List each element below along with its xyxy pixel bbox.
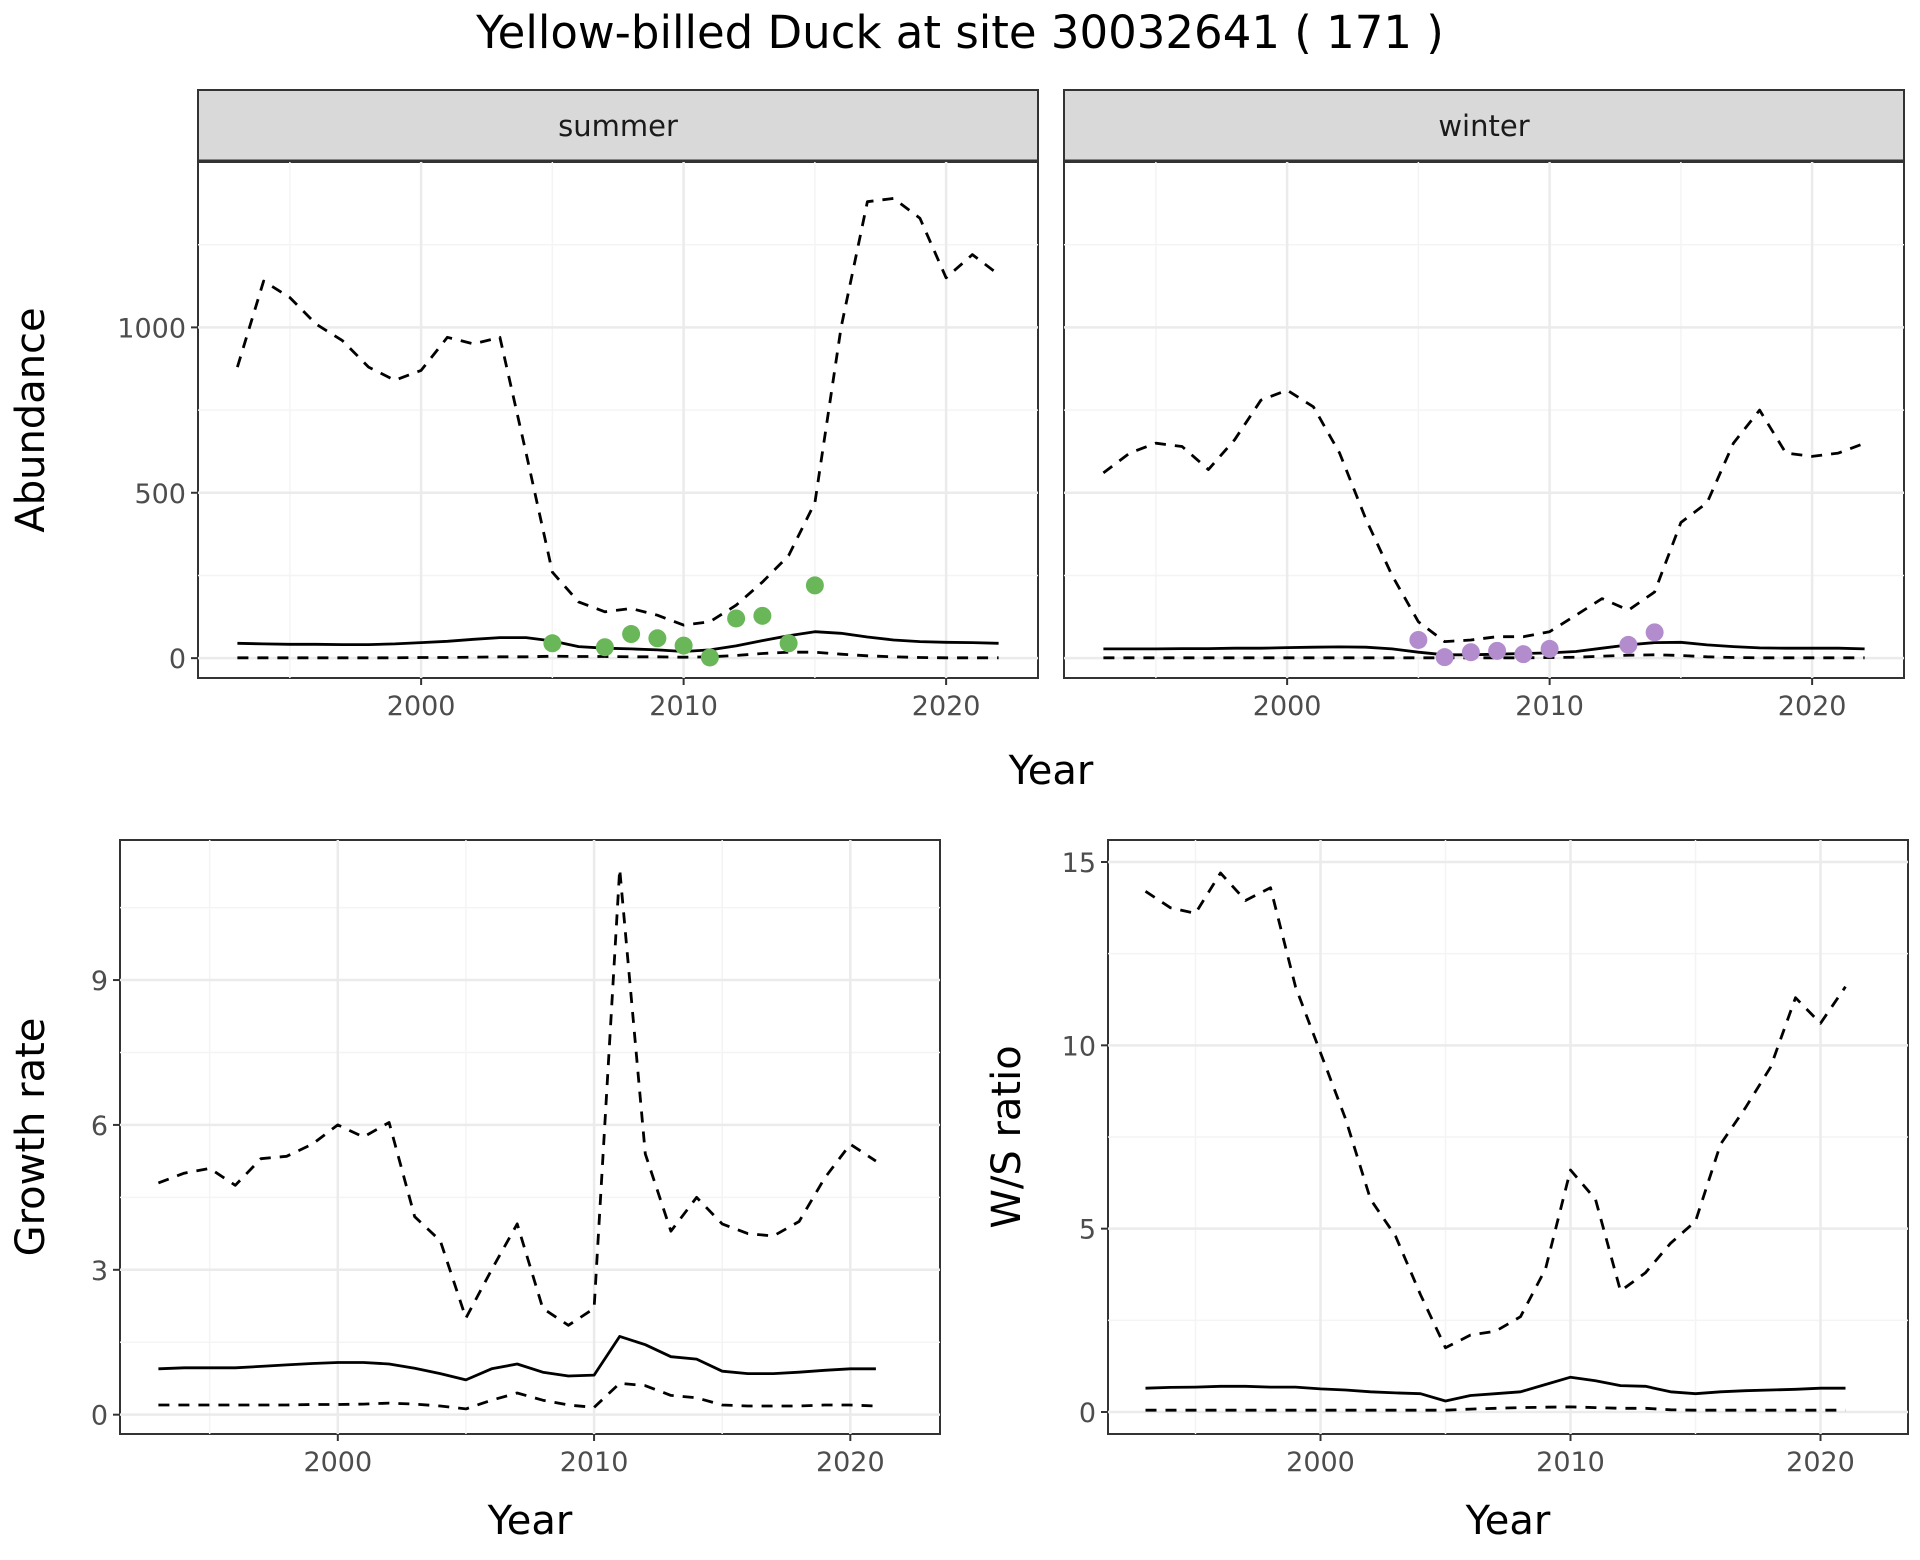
summer-observed-point <box>595 638 614 657</box>
summer-marks <box>236 196 1000 667</box>
summer-lower-bound-line <box>237 650 999 660</box>
ratio-x-ticks: 2000 2010 2020 <box>1286 1434 1855 1478</box>
growth-x-tick-label: 2000 <box>303 1447 372 1478</box>
summer-observed-point <box>727 609 746 628</box>
ratio-x-tick-label: 2000 <box>1286 1447 1355 1478</box>
growth-x-tick-label: 2020 <box>816 1447 885 1478</box>
ratio-y-tick-label: 5 <box>1079 1215 1096 1246</box>
winter-panel: winter 2000 2010 2020 <box>1063 89 1905 722</box>
winter-observed-point <box>1645 623 1664 642</box>
ratio-y-tick-label: 15 <box>1062 848 1096 879</box>
winter-observed-point <box>1461 643 1480 662</box>
summer-observed-point <box>648 629 667 648</box>
summer-y-tick-label: 500 <box>134 479 186 510</box>
winter-observed-point <box>1488 641 1507 660</box>
winter-x-tick-label: 2010 <box>1515 691 1584 722</box>
summer-strip-label: summer <box>558 109 678 143</box>
summer-plot-area <box>197 161 1039 679</box>
winter-x-tick-label: 2000 <box>1253 691 1322 722</box>
summer-observed-point <box>805 576 824 595</box>
winter-observed-point <box>1514 645 1533 664</box>
summer-observed-point <box>779 634 798 653</box>
summer-median-line <box>237 630 999 653</box>
winter-strip <box>1063 89 1905 163</box>
growth-y-ticks: 0 3 6 9 <box>91 966 120 1432</box>
winter-observed-point <box>1435 648 1454 667</box>
ratio-y-ticks: 0 5 10 15 <box>1062 848 1108 1429</box>
ratio-x-axis-label: Year <box>1465 1498 1551 1544</box>
winter-lower-bound-line <box>1103 653 1865 660</box>
figure-title: Yellow-billed Duck at site 30032641 ( 17… <box>475 6 1444 59</box>
winter-observed-point <box>1540 639 1559 658</box>
winter-plot-area <box>1063 161 1905 679</box>
winter-x-ticks: 2000 2010 2020 <box>1253 678 1847 722</box>
ratio-x-tick-label: 2010 <box>1536 1447 1605 1478</box>
ratio-y-tick-label: 0 <box>1079 1398 1096 1429</box>
growth-y-axis-label: Growth rate <box>8 1018 54 1257</box>
summer-observed-point <box>674 636 693 655</box>
summer-panel: summer 2000 2010 2020 0 500 1000 <box>117 89 1039 722</box>
winter-observed-point <box>1619 635 1638 654</box>
summer-upper-bound-line <box>236 196 1000 627</box>
summer-y-ticks: 0 500 1000 <box>117 313 198 675</box>
summer-x-tick-label: 2010 <box>649 691 718 722</box>
summer-y-tick-label: 0 <box>169 644 186 675</box>
winter-marks <box>1102 388 1866 667</box>
growth-median-line <box>158 1335 876 1382</box>
winter-strip-label: winter <box>1438 109 1529 143</box>
ratio-median-line <box>1145 1375 1846 1403</box>
ratio-marks <box>1144 871 1847 1412</box>
ratio-y-axis-label: W/S ratio <box>984 1045 1030 1228</box>
summer-strip <box>197 89 1039 163</box>
growth-y-tick-label: 3 <box>91 1256 108 1287</box>
growth-x-tick-label: 2010 <box>560 1447 629 1478</box>
growth-y-tick-label: 6 <box>91 1111 108 1142</box>
growth-y-tick-label: 9 <box>91 966 108 997</box>
ratio-grid <box>1108 840 1908 1434</box>
growth-upper-bound-line <box>157 867 877 1327</box>
summer-observed-point <box>543 634 562 653</box>
ratio-panel: 2000 2010 2020 0 5 10 15 <box>1062 839 1909 1478</box>
growth-grid <box>120 840 940 1434</box>
summer-x-tick-label: 2020 <box>912 691 981 722</box>
ratio-y-tick-label: 10 <box>1062 1031 1096 1062</box>
ratio-lower-bound-line <box>1145 1405 1846 1412</box>
growth-y-tick-label: 0 <box>91 1401 108 1432</box>
summer-x-ticks: 2000 2010 2020 <box>387 678 981 722</box>
winter-upper-bound-line <box>1102 388 1866 643</box>
growth-panel: 2000 2010 2020 0 3 6 9 <box>91 839 941 1478</box>
growth-plot-area <box>119 839 941 1435</box>
growth-x-ticks: 2000 2010 2020 <box>303 1434 885 1478</box>
top-y-axis-label: Abundance <box>8 307 54 532</box>
summer-observed-point <box>753 606 772 625</box>
summer-y-tick-label: 1000 <box>117 313 186 344</box>
summer-x-tick-label: 2000 <box>387 691 456 722</box>
growth-lower-bound-line <box>158 1381 876 1411</box>
growth-x-axis-label: Year <box>487 1498 573 1544</box>
winter-observed-point <box>1409 630 1428 649</box>
summer-observed-point <box>622 625 641 644</box>
winter-median-line <box>1103 640 1865 657</box>
winter-x-tick-label: 2020 <box>1778 691 1847 722</box>
ratio-x-tick-label: 2020 <box>1786 1447 1855 1478</box>
summer-observed-point <box>700 648 719 667</box>
top-x-axis-label: Year <box>1008 748 1094 794</box>
growth-marks <box>157 867 877 1411</box>
